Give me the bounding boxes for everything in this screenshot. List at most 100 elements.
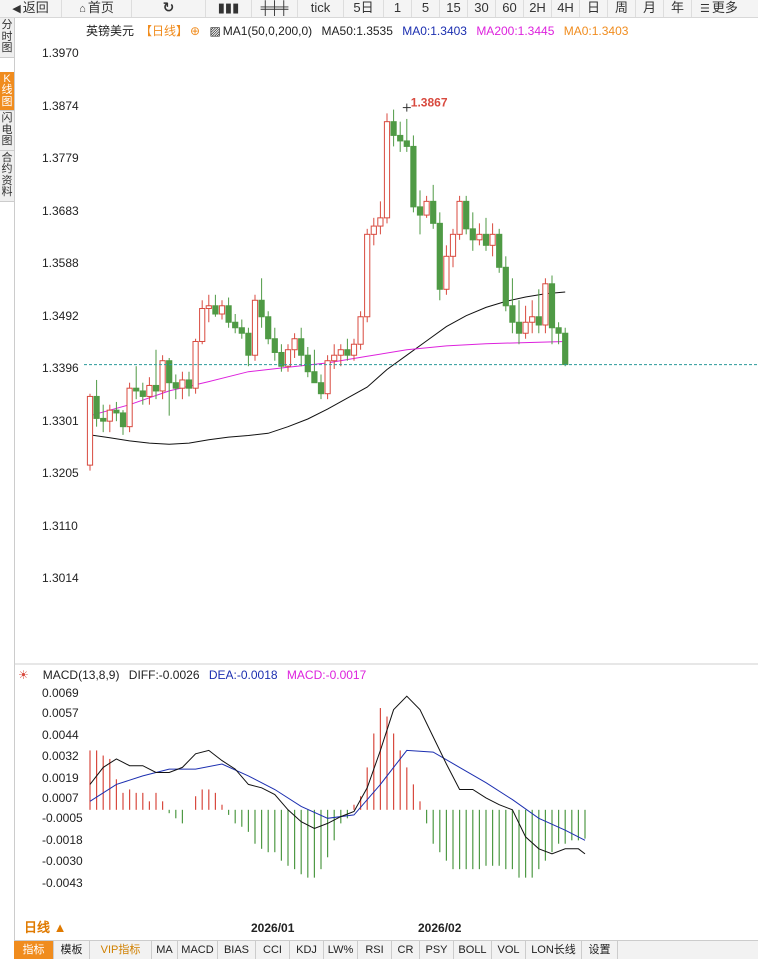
period-4h-button[interactable]: 4H (552, 0, 580, 17)
candle-body (278, 351, 285, 367)
sun-settings-icon[interactable]: ☀ (18, 668, 29, 682)
tick-button[interactable]: tick (298, 0, 344, 17)
tab-indicator[interactable]: 指标 (14, 941, 54, 959)
period-week-button[interactable]: 周 (608, 0, 636, 17)
tab-kdj[interactable]: KDJ (290, 941, 324, 959)
candle-body (489, 233, 496, 246)
candle-body (410, 145, 417, 208)
candle-body (403, 140, 410, 147)
candle-body (456, 200, 463, 235)
macd-diff-value: DIFF:-0.0026 (128, 668, 200, 682)
tab-contract-info[interactable]: 合约资料 (0, 150, 14, 202)
candle-body (476, 233, 483, 241)
x-tick-label-2026-01: 2026/01 (251, 921, 295, 935)
candle-body (449, 233, 457, 257)
candlestick-icon: ╪╪╪ (260, 0, 289, 15)
candle-body (430, 200, 437, 224)
price-tick-label: 1.3396 (42, 361, 79, 376)
candle-body (535, 316, 542, 326)
period-15m-button[interactable]: 15 (440, 0, 468, 17)
candle-body (436, 222, 443, 290)
home-button[interactable]: ⌂ 首页 (62, 0, 132, 17)
macd-tick-label: -0.0043 (42, 875, 83, 890)
candle-body (146, 384, 153, 397)
candle-body (364, 233, 371, 318)
tab-cci[interactable]: CCI (256, 941, 290, 959)
candlestick-button[interactable]: ╪╪╪ (252, 0, 298, 17)
period-2h-button[interactable]: 2H (524, 0, 552, 17)
candle-body (113, 409, 120, 414)
ma50-line (89, 291, 566, 445)
symbol-name: 英镑美元 (86, 24, 135, 38)
candle-body (133, 387, 140, 392)
macd-tick-label: -0.0018 (42, 833, 83, 848)
price-tick-label: 1.3683 (42, 203, 79, 218)
tab-vol[interactable]: VOL (492, 941, 526, 959)
home-icon: ⌂ (79, 3, 86, 15)
tab-rsi[interactable]: RSI (358, 941, 392, 959)
bar-chart-button[interactable]: ▮▮▮ (206, 0, 252, 17)
tab-lon[interactable]: LON长线 (526, 941, 582, 959)
max-price-label: 1.3867 (411, 96, 448, 110)
period-selector[interactable]: 日线 ▲ (16, 920, 84, 936)
tab-bias[interactable]: BIAS (218, 941, 256, 959)
candle-body (324, 360, 331, 395)
period-1m-button[interactable]: 1 (384, 0, 412, 17)
tab-lw[interactable]: LW% (324, 941, 358, 959)
ma0b-value: MA0:1.3403 (563, 24, 629, 38)
period-tag: 【日线】 (140, 24, 189, 38)
tab-psy[interactable]: PSY (420, 941, 454, 959)
tab-kline[interactable]: K线图 (0, 71, 14, 111)
candle-body (331, 354, 338, 362)
tab-settings[interactable]: 设置 (582, 941, 618, 959)
candle-body (317, 382, 325, 395)
candle-body (383, 121, 391, 219)
candle-body (443, 255, 450, 290)
candle-body (416, 206, 424, 216)
candle-body (423, 200, 430, 216)
candle-body (522, 321, 529, 334)
candle-body (106, 409, 113, 422)
period-day-button[interactable]: 日 (580, 0, 608, 17)
ma-indicator-icon[interactable]: ▨ (209, 24, 221, 38)
price-tick-label: 1.3301 (42, 413, 79, 428)
tab-template[interactable]: 模板 (54, 941, 90, 959)
refresh-button[interactable]: ↻ (132, 0, 206, 17)
period-month-button[interactable]: 月 (636, 0, 664, 17)
candle-body (337, 349, 344, 356)
tab-flash[interactable]: 闪电图 (0, 111, 14, 151)
tab-cr[interactable]: CR (392, 941, 420, 959)
candle-body (159, 360, 166, 392)
more-button[interactable]: ☰ 更多 (700, 0, 738, 15)
ma-title: MA1(50,0,200,0) (222, 24, 313, 38)
candle-body (548, 283, 556, 329)
tab-macd[interactable]: MACD (178, 941, 218, 959)
candle-body (232, 321, 239, 329)
tab-ma[interactable]: MA (152, 941, 178, 959)
candle-body (172, 382, 179, 389)
candle-body (185, 379, 193, 389)
back-button[interactable]: ◀ 返回 (0, 0, 62, 17)
tab-vip-indicator[interactable]: VIP指标 (90, 941, 152, 959)
tab-boll[interactable]: BOLL (454, 941, 492, 959)
candle-body (284, 349, 292, 367)
tab-timeshare[interactable]: 分时图 (0, 18, 14, 58)
top-toolbar: ◀ 返回 ⌂ 首页 ↻ ▮▮▮ ╪╪╪ tick 5日 1 5 15 30 60 2… (0, 0, 758, 18)
period-60m-button[interactable]: 60 (496, 0, 524, 17)
candle-body (86, 395, 94, 466)
price-tick-label: 1.3205 (42, 466, 79, 481)
price-tick-label: 1.3588 (42, 255, 79, 270)
period-5m-button[interactable]: 5 (412, 0, 440, 17)
candle-body (258, 299, 265, 318)
period-year-button[interactable]: 年 (664, 0, 692, 17)
add-indicator-icon[interactable]: ⊕ (190, 24, 201, 38)
candle-body (271, 338, 278, 353)
candle-body (205, 305, 212, 310)
period-30m-button[interactable]: 30 (468, 0, 496, 17)
ma200-value: MA200:1.3445 (476, 24, 555, 38)
candle-body (555, 327, 562, 334)
candle-body (251, 299, 259, 356)
period-5d-button[interactable]: 5日 (344, 0, 384, 17)
x-tick-label-2026-02: 2026/02 (418, 921, 462, 935)
